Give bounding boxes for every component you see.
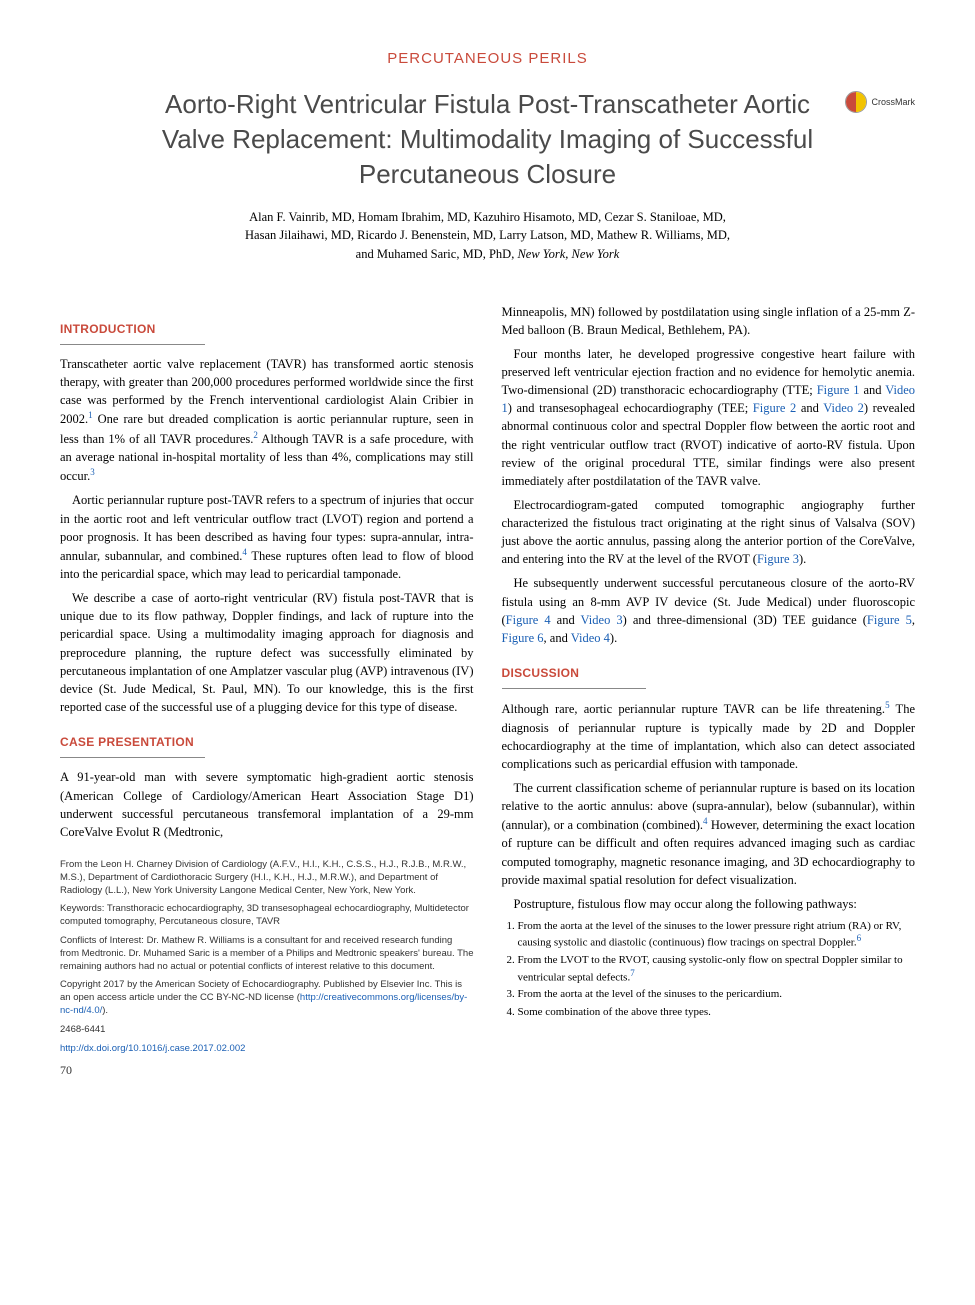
footnote-affiliation: From the Leon H. Charney Division of Car… [60, 859, 474, 897]
article-footnotes: From the Leon H. Charney Division of Car… [60, 859, 474, 1078]
case-paragraph: He subsequently underwent successful per… [502, 574, 916, 647]
figure-ref[interactable]: Figure 2 [753, 401, 796, 415]
list-item: From the aorta at the level of the sinus… [518, 987, 916, 1001]
pathways-list: From the aorta at the level of the sinus… [502, 919, 916, 1019]
footnote-conflicts: Conflicts of Interest: Dr. Mathew R. Wil… [60, 935, 474, 973]
crossmark-icon [845, 91, 867, 113]
figure-ref[interactable]: Figure 3 [757, 552, 799, 566]
body-text: ). [610, 631, 617, 645]
body-text: From the aorta at the level of the sinus… [518, 920, 902, 949]
video-ref[interactable]: Video 3 [581, 613, 623, 627]
body-text: ). [799, 552, 806, 566]
discussion-paragraph: Postrupture, fistulous flow may occur al… [502, 895, 916, 913]
footnote-keywords: Keywords: Transthoracic echocardiography… [60, 903, 474, 929]
article-title: Aorto-Right Ventricular Fistula Post-Tra… [138, 87, 838, 192]
body-text: , [912, 613, 915, 627]
list-item: Some combination of the above three type… [518, 1005, 916, 1019]
figure-ref[interactable]: Figure 1 [817, 383, 860, 397]
list-item: From the aorta at the level of the sinus… [518, 919, 916, 950]
video-ref[interactable]: Video 4 [571, 631, 610, 645]
video-ref[interactable]: Video 2 [823, 401, 864, 415]
figure-ref[interactable]: Figure 5 [867, 613, 912, 627]
case-paragraph: Minneapolis, MN) followed by postdilatat… [502, 303, 916, 339]
heading-discussion: DISCUSSION [502, 665, 916, 682]
body-text: From the LVOT to the RVOT, causing systo… [518, 954, 903, 983]
footnote-copyright: Copyright 2017 by the American Society o… [60, 979, 474, 1017]
body-text: ). [102, 1005, 108, 1016]
body-text: Minneapolis, MN) followed by postdilatat… [502, 305, 916, 337]
case-paragraph: A 91-year-old man with severe symptomati… [60, 768, 474, 841]
body-text: Electrocardiogram-gated computed tomogra… [502, 498, 916, 566]
body-text: From the aorta at the level of the sinus… [518, 988, 783, 1000]
citation-ref[interactable]: 3 [90, 467, 95, 477]
discussion-paragraph: The current classification scheme of per… [502, 779, 916, 889]
authors-line-2: Hasan Jilaihawi, MD, Ricardo J. Benenste… [245, 228, 730, 242]
heading-case: CASE PRESENTATION [60, 734, 474, 751]
discussion-paragraph: Although rare, aortic periannular ruptur… [502, 699, 916, 773]
authors-line-1: Alan F. Vainrib, MD, Homam Ibrahim, MD, … [249, 210, 726, 224]
body-text: ) and transesophageal echocardiography (… [508, 401, 753, 415]
body-text: Some combination of the above three type… [518, 1006, 711, 1018]
intro-paragraph: Aortic periannular rupture post-TAVR ref… [60, 491, 474, 583]
authors-location: New York, New York [517, 247, 619, 261]
body-text: A 91-year-old man with severe symptomati… [60, 770, 474, 838]
case-paragraph: Four months later, he developed progress… [502, 345, 916, 490]
article-page: PERCUTANEOUS PERILS Aorto-Right Ventricu… [0, 0, 975, 1118]
author-list: Alan F. Vainrib, MD, Homam Ibrahim, MD, … [128, 208, 848, 262]
body-text: We describe a case of aorto-right ventri… [60, 591, 474, 714]
body-text: and [860, 383, 886, 397]
intro-paragraph: Transcatheter aortic valve replacement (… [60, 355, 474, 485]
citation-ref[interactable]: 6 [857, 933, 862, 943]
body-text: Postrupture, fistulous flow may occur al… [514, 897, 857, 911]
body-text: and [796, 401, 823, 415]
body-text: , and [544, 631, 571, 645]
figure-ref[interactable]: Figure 6 [502, 631, 544, 645]
authors-line-3: and Muhamed Saric, MD, PhD, [356, 247, 518, 261]
crossmark-badge[interactable]: CrossMark [845, 91, 915, 113]
heading-rule [502, 688, 647, 689]
heading-rule [60, 757, 205, 758]
heading-introduction: INTRODUCTION [60, 321, 474, 338]
list-item: From the LVOT to the RVOT, causing systo… [518, 953, 916, 984]
page-number: 70 [60, 1062, 474, 1078]
intro-paragraph: We describe a case of aorto-right ventri… [60, 589, 474, 716]
citation-ref[interactable]: 7 [630, 968, 635, 978]
heading-rule [60, 344, 205, 345]
body-text: and [551, 613, 581, 627]
case-paragraph: Electrocardiogram-gated computed tomogra… [502, 496, 916, 569]
article-body: INTRODUCTION Transcatheter aortic valve … [60, 303, 915, 1078]
body-text: Although rare, aortic periannular ruptur… [502, 702, 886, 716]
footnote-doi[interactable]: http://dx.doi.org/10.1016/j.case.2017.02… [60, 1043, 474, 1056]
figure-ref[interactable]: Figure 4 [506, 613, 551, 627]
footnote-issn: 2468-6441 [60, 1024, 474, 1037]
body-text: ) and three-dimensional (3D) TEE guidanc… [623, 613, 867, 627]
section-label: PERCUTANEOUS PERILS [60, 50, 915, 67]
title-row: Aorto-Right Ventricular Fistula Post-Tra… [60, 87, 915, 192]
crossmark-label: CrossMark [871, 97, 915, 107]
